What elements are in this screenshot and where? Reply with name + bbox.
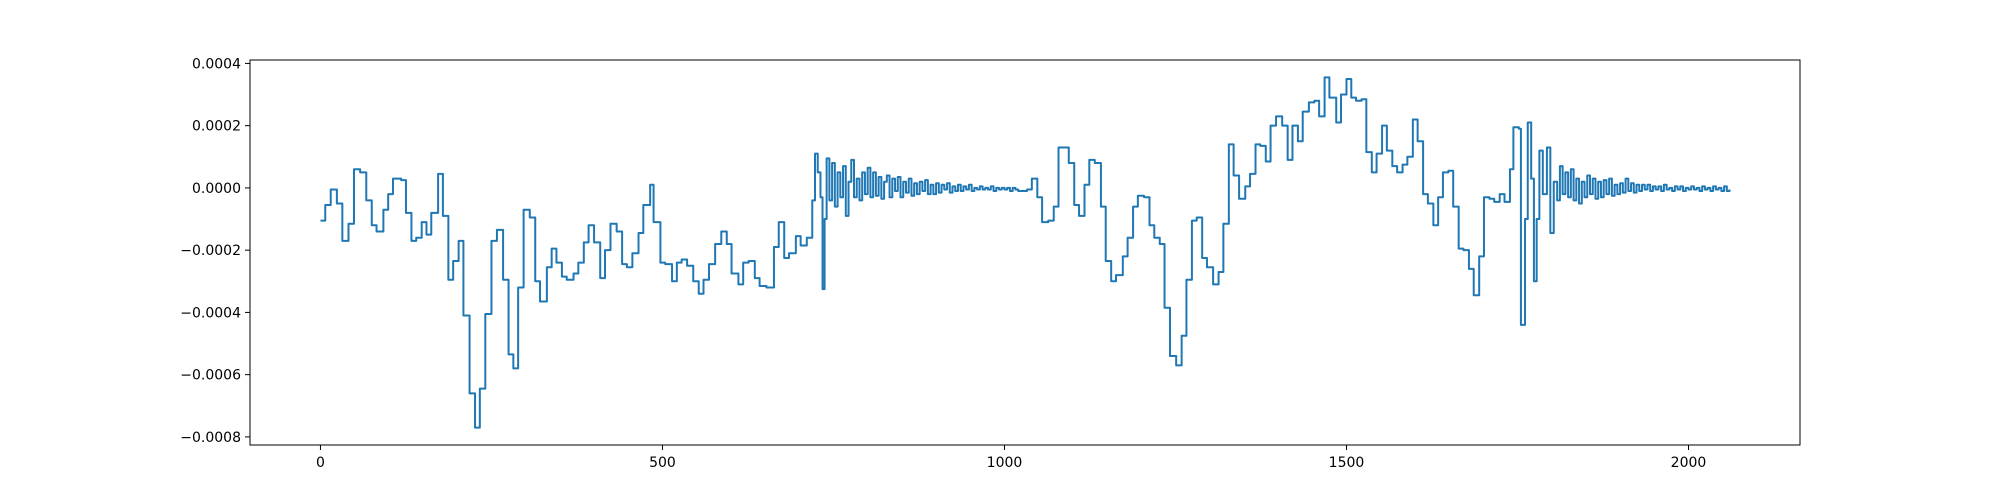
x-tick-label: 0	[316, 455, 325, 471]
y-tick-label: 0.0000	[192, 181, 241, 197]
x-tick-label: 2000	[1671, 455, 1707, 471]
y-tick-label: 0.0004	[192, 56, 241, 72]
y-tick-label: −0.0002	[180, 243, 241, 259]
plot-frame	[249, 59, 1801, 446]
x-tick-label: 500	[649, 455, 676, 471]
x-tick-label: 1500	[1329, 455, 1365, 471]
x-tick-label: 1000	[987, 455, 1023, 471]
y-tick-label: −0.0008	[180, 430, 241, 446]
y-tick-label: −0.0004	[180, 305, 241, 321]
y-tick-label: −0.0006	[180, 368, 241, 384]
y-tick-label: 0.0002	[192, 119, 241, 135]
data-line	[320, 76, 1731, 429]
